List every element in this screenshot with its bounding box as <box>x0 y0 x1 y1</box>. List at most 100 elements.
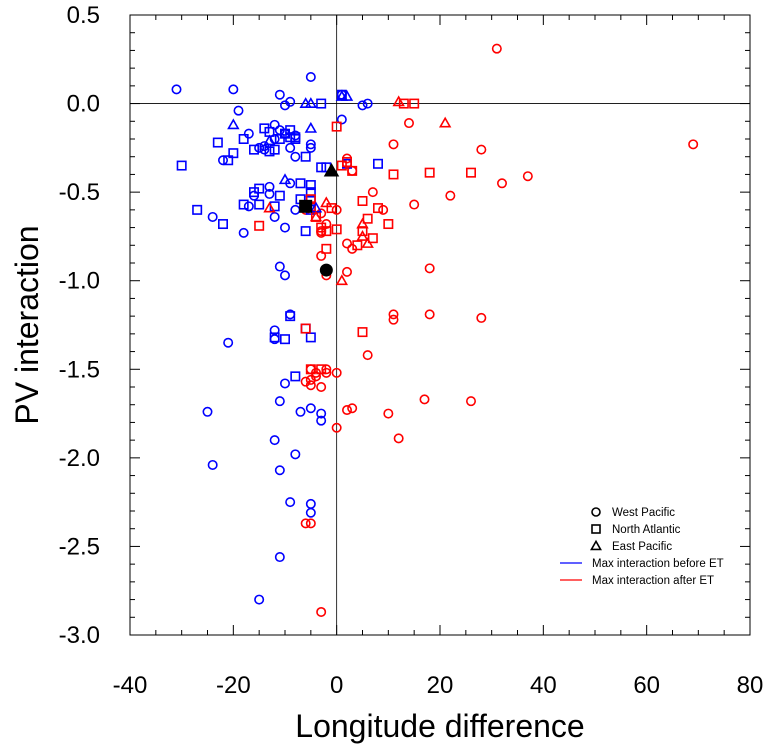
data-point-circle <box>496 178 507 189</box>
y-tick-label: -1.5 <box>59 356 100 383</box>
data-point-square <box>305 364 316 375</box>
data-point-circle <box>207 211 218 222</box>
data-point-circle <box>465 396 476 407</box>
y-tick-label: -0.5 <box>59 179 100 206</box>
data-point-square <box>316 162 327 173</box>
data-point-circle <box>305 142 316 153</box>
data-point-square <box>300 151 311 162</box>
legend-label: East Pacific <box>612 541 672 553</box>
data-point-triangle <box>340 90 354 101</box>
data-points <box>171 43 699 617</box>
data-point-circle <box>243 201 254 212</box>
data-point-circle <box>295 406 306 417</box>
data-point-circle <box>362 350 373 361</box>
data-point-circle <box>445 190 456 201</box>
data-point-square <box>212 137 223 148</box>
data-point-circle <box>300 518 311 529</box>
legend-label: Max interaction before ET <box>592 558 724 570</box>
data-point-circle <box>279 270 290 281</box>
data-point-circle <box>383 408 394 419</box>
data-point-triangle <box>278 173 292 185</box>
data-point-circle <box>228 84 239 95</box>
plot-frame <box>129 14 751 636</box>
data-point-triangle <box>263 134 276 146</box>
data-point-square <box>223 155 234 166</box>
data-point-square <box>388 169 399 180</box>
data-point-circle <box>305 507 316 518</box>
data-point-square <box>264 146 275 157</box>
data-point-circle <box>341 238 352 249</box>
x-tick-label: -40 <box>113 672 148 699</box>
legend-label: Max interaction after ET <box>592 575 714 587</box>
data-point-circle <box>305 380 316 391</box>
data-point-triangle <box>392 95 405 107</box>
data-point-circle <box>202 406 213 417</box>
data-point-square <box>238 199 249 210</box>
data-point-circle <box>424 263 435 274</box>
data-point-triangle <box>335 274 349 286</box>
data-point-circle <box>688 139 699 150</box>
data-point-circle <box>476 312 487 323</box>
data-point-circle <box>171 84 182 95</box>
data-point-square <box>331 224 342 235</box>
x-tick-label: 0 <box>330 672 343 699</box>
data-point-square <box>424 167 435 178</box>
data-point-circle <box>264 188 275 199</box>
data-point-circle <box>238 227 249 238</box>
data-point-circle <box>290 151 301 162</box>
data-point-square <box>321 243 332 254</box>
data-point-circle <box>269 119 280 130</box>
data-point-circle <box>269 211 280 222</box>
data-point-square <box>192 204 203 215</box>
data-point-circle <box>274 465 285 476</box>
data-point-circle <box>310 371 321 382</box>
legend: West Pacific North Atlantic East Pacific Ma… <box>560 507 724 587</box>
data-point-circle <box>290 449 301 460</box>
y-tick-label: -3.0 <box>59 622 100 649</box>
data-point-circle <box>305 403 316 414</box>
y-tick-labels: 0.5 0.0 -0.5 -1.0 -1.5 -2.0 -2.5 -3.0 <box>59 2 100 649</box>
data-point-square <box>279 334 290 345</box>
data-point-circle <box>305 518 316 529</box>
x-tick-label: -20 <box>216 672 251 699</box>
data-point-triangle <box>304 121 318 133</box>
x-tick-label: 40 <box>530 672 557 699</box>
data-point-circle <box>409 199 420 210</box>
data-point-square <box>398 98 409 109</box>
data-point-square <box>352 240 363 251</box>
data-point-square <box>285 132 296 143</box>
data-point-circle <box>218 155 229 166</box>
data-point-square <box>326 203 337 214</box>
data-point-circle <box>347 403 358 414</box>
data-point-triangle <box>304 97 318 108</box>
data-point-square <box>357 327 368 338</box>
data-point-square <box>254 199 265 210</box>
data-point-square <box>362 213 373 224</box>
data-point-triangle <box>227 118 240 130</box>
data-point-circle <box>316 415 327 426</box>
data-point-circle <box>362 98 373 109</box>
data-point-square <box>316 98 327 109</box>
data-point-triangle <box>438 116 452 128</box>
data-point-circle <box>285 142 296 153</box>
data-point-circle <box>233 105 244 116</box>
mean-circle-marker <box>319 263 333 277</box>
data-point-circle <box>388 309 399 320</box>
legend-marker-circle <box>591 507 601 517</box>
data-point-circle <box>341 266 352 277</box>
data-point-circle <box>316 250 327 261</box>
data-point-circle <box>367 187 378 198</box>
legend-label: North Atlantic <box>612 524 681 536</box>
y-tick-label: 0.0 <box>67 91 100 118</box>
data-point-square <box>249 144 260 155</box>
x-tick-label: 60 <box>633 672 660 699</box>
reference-lines <box>130 15 750 635</box>
data-point-circle <box>491 43 502 54</box>
data-point-square <box>285 311 296 322</box>
data-point-square <box>372 203 383 214</box>
data-point-circle <box>476 144 487 155</box>
data-point-circle <box>259 141 270 152</box>
data-point-square <box>259 123 270 134</box>
x-tick-label: 80 <box>737 672 764 699</box>
data-point-square <box>321 226 332 237</box>
